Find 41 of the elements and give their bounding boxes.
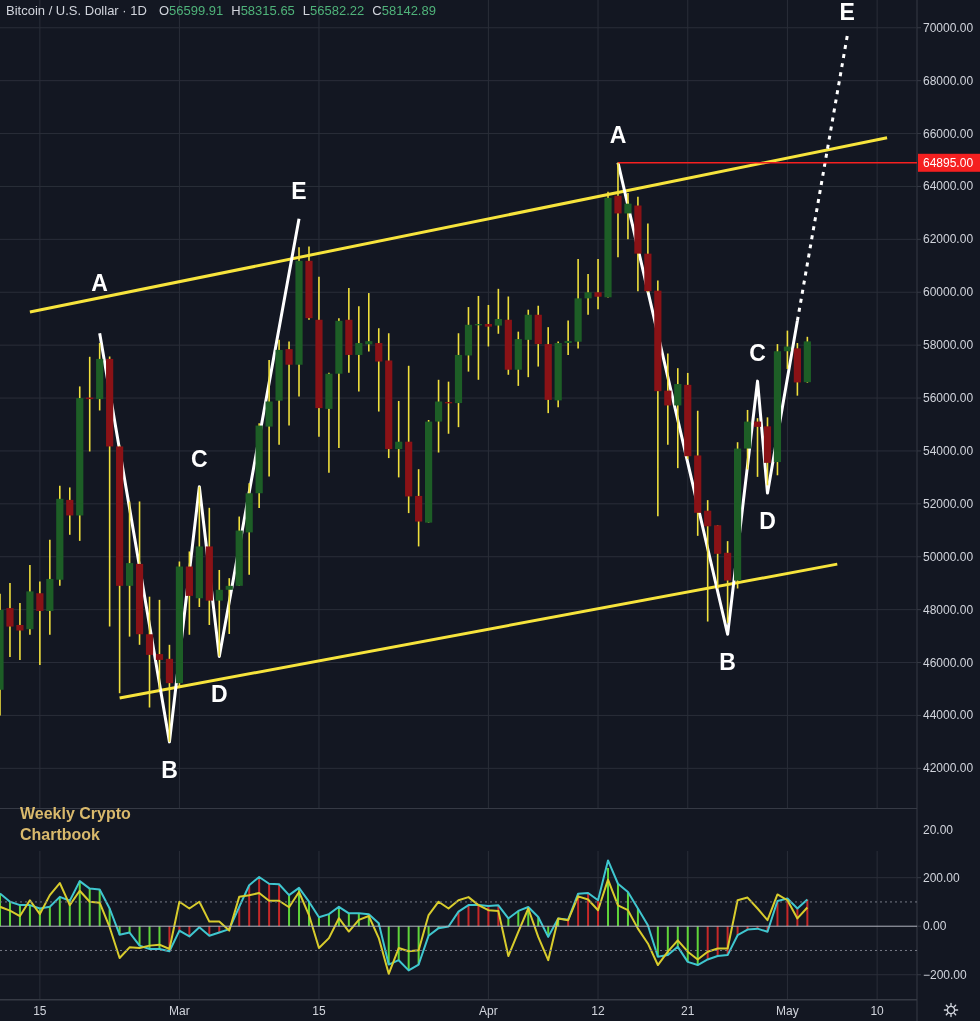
y-tick-label: 52000.00 (923, 496, 974, 511)
y-tick-label: 48000.00 (923, 602, 974, 617)
y-tick-label: 0.00 (923, 919, 947, 934)
annotation: D (759, 508, 776, 534)
y-tick-label: −200.00 (923, 967, 968, 982)
annotation: A (609, 121, 627, 148)
chart-subtitle: O56599.91 H58315.65 L56582.22 C58142.89 (158, 3, 436, 18)
series-label: 64895.00 (923, 155, 974, 170)
annotation: A (91, 270, 108, 297)
y-tick-label: 66000.00 (923, 126, 974, 141)
y-tick-label: 54000.00 (923, 443, 974, 458)
annotation: B (719, 649, 736, 676)
y-tick-label: 42000.00 (923, 761, 974, 776)
x-tick-label: 15 (33, 1004, 47, 1018)
x-tick-label: May (776, 1004, 799, 1018)
y-tick-label: 62000.00 (923, 232, 974, 247)
x-tick-label: 21 (681, 1004, 695, 1018)
x-tick-label: 15 (312, 1004, 326, 1018)
y-tick-label: 46000.00 (923, 655, 974, 670)
annotation: D (210, 681, 228, 708)
y-tick-label: 68000.00 (923, 73, 974, 88)
y-tick-label: 64000.00 (923, 179, 974, 194)
y-tick-label: 58000.00 (923, 338, 974, 353)
x-tick-label: Mar (169, 1004, 190, 1018)
annotation: E (839, 0, 855, 25)
annotation: B (161, 756, 178, 783)
x-tick-label: 12 (591, 1004, 606, 1018)
chart-title: Bitcoin / U.S. Dollar · 1D (6, 3, 147, 18)
x-tick-label: 10 (870, 1004, 885, 1018)
y-tick-label: 56000.00 (923, 391, 974, 406)
annotation: C (191, 445, 208, 472)
y-tick-label: 200.00 (923, 870, 961, 885)
y-tick-label: 60000.00 (923, 285, 974, 300)
y-tick-label: 70000.00 (923, 20, 974, 35)
annotation: Weekly Crypto Chartbook (20, 805, 132, 843)
annotation: E (291, 177, 307, 204)
annotation: C (749, 340, 766, 367)
x-tick-label: Apr (479, 1004, 498, 1018)
text: 20.00 (923, 823, 954, 837)
y-tick-label: 44000.00 (923, 708, 974, 723)
y-tick-label: 50000.00 (923, 549, 974, 564)
